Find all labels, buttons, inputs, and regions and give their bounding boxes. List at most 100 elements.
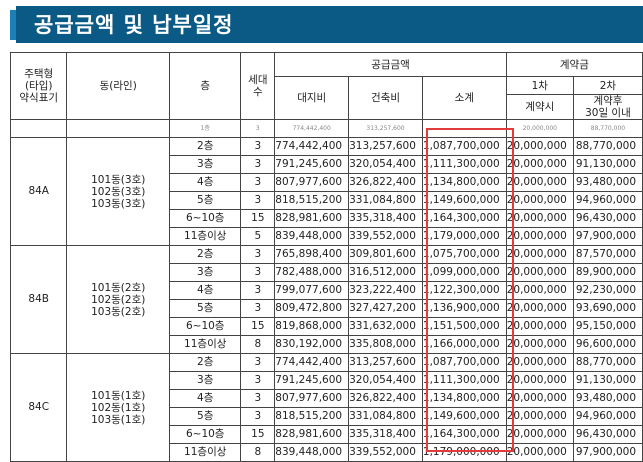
first-payment-cell: 20,000,000	[505, 425, 574, 444]
building-price-cell: 313,257,600	[348, 137, 423, 156]
title-bar: 공급금액 및 납부일정	[0, 0, 643, 43]
land-price-cell: 809,472,800	[274, 299, 350, 318]
first-payment-cell: 20,000,000	[505, 353, 574, 372]
second-payment-cell: 96,600,000	[572, 335, 643, 354]
cut-off-row: 1층 3 774,442,400 313,257,600 20,000,000 …	[9, 119, 643, 138]
header-building: 건축비	[348, 76, 423, 120]
dong-line: 103동(3호)	[91, 197, 146, 210]
subtotal-cell: 1,075,700,000	[421, 245, 507, 264]
title-background	[16, 6, 643, 43]
first-payment-cell: 20,000,000	[505, 299, 574, 318]
subtotal-cell: 1,111,300,000	[421, 371, 507, 390]
dong-line: 103동(2호)	[91, 305, 146, 318]
units-cell: 8	[240, 335, 276, 354]
subtotal-cell: 1,134,800,000	[421, 173, 507, 192]
header-first: 1차	[505, 76, 574, 95]
second-payment-cell: 97,900,000	[572, 443, 643, 462]
building-price-cell: 335,808,000	[348, 335, 423, 354]
building-price-cell: 335,318,400	[348, 209, 423, 228]
first-payment-cell: 20,000,000	[505, 191, 574, 210]
building-price-cell: 323,222,400	[348, 281, 423, 300]
floor-cell: 4층	[169, 389, 242, 408]
building-price-cell: 326,822,400	[348, 173, 423, 192]
building-price-cell: 320,054,400	[348, 155, 423, 174]
units-cell: 3	[240, 281, 276, 300]
cut-first: 20,000,000	[505, 119, 574, 138]
building-price-cell: 339,552,000	[348, 227, 423, 246]
second-payment-cell: 91,130,000	[572, 155, 643, 174]
cut-building: 313,257,600	[348, 119, 423, 138]
subtotal-cell: 1,164,300,000	[421, 209, 507, 228]
second-payment-cell: 95,150,000	[572, 317, 643, 336]
land-price-cell: 818,515,200	[274, 407, 350, 426]
second-payment-cell: 92,230,000	[572, 281, 643, 300]
header-first-sub: 계약시	[505, 94, 574, 120]
floor-cell: 5층	[169, 299, 242, 318]
first-payment-cell: 20,000,000	[505, 263, 574, 282]
second-payment-cell: 93,480,000	[572, 173, 643, 192]
floor-cell: 2층	[169, 137, 242, 156]
floor-cell: 4층	[169, 173, 242, 192]
building-price-cell: 327,427,200	[348, 299, 423, 318]
land-price-cell: 765,898,400	[274, 245, 350, 264]
table-row: 11층이상 8 839,448,000 339,552,000 1,179,000,00…	[11, 443, 643, 462]
second-payment-cell: 96,430,000	[572, 209, 643, 228]
land-price-cell: 839,448,000	[274, 227, 350, 246]
dong-cell: 101동(2호) 102동(2호) 103동(2호)	[66, 245, 171, 354]
floor-cell: 11층이상	[169, 227, 242, 246]
floor-cell: 3층	[169, 371, 242, 390]
header-subtotal: 소계	[421, 76, 507, 120]
building-price-cell: 331,632,000	[348, 317, 423, 336]
floor-cell: 3층	[169, 263, 242, 282]
subtotal-cell: 1,149,600,000	[421, 407, 507, 426]
dong-line: 102동(2호)	[91, 293, 146, 306]
dong-line: 102동(1호)	[91, 401, 146, 414]
units-cell: 3	[240, 299, 276, 318]
first-payment-cell: 20,000,000	[505, 155, 574, 174]
second-payment-cell: 97,900,000	[572, 227, 643, 246]
table-row: 6~10층 15 828,981,600 335,318,400 1,164,300,0…	[11, 425, 643, 444]
first-payment-cell: 20,000,000	[505, 137, 574, 156]
floor-cell: 3층	[169, 155, 242, 174]
units-cell: 3	[240, 191, 276, 210]
land-price-cell: 807,977,600	[274, 173, 350, 192]
land-price-cell: 774,442,400	[274, 137, 350, 156]
land-price-cell: 774,442,400	[274, 353, 350, 372]
dong-line: 101동(3호)	[91, 173, 146, 186]
second-payment-cell: 94,960,000	[572, 407, 643, 426]
land-price-cell: 828,981,600	[274, 209, 350, 228]
floor-cell: 2층	[169, 353, 242, 372]
land-price-cell: 791,245,600	[274, 155, 350, 174]
building-price-cell: 309,801,600	[348, 245, 423, 264]
second-payment-cell: 88,770,000	[572, 137, 643, 156]
first-payment-cell: 20,000,000	[505, 173, 574, 192]
dong-line: 103동(1호)	[91, 413, 146, 426]
building-price-cell: 335,318,400	[348, 425, 423, 444]
first-payment-cell: 20,000,000	[505, 227, 574, 246]
second-payment-cell: 94,960,000	[572, 191, 643, 210]
second-payment-cell: 88,770,000	[572, 353, 643, 372]
first-payment-cell: 20,000,000	[505, 209, 574, 228]
building-price-cell: 339,552,000	[348, 443, 423, 462]
table-row: 84A 101동(3호) 102동(3호) 103동(3호) 2층 3 774,442,40…	[9, 137, 643, 246]
dong-cell: 101동(1호) 102동(1호) 103동(1호)	[66, 353, 171, 462]
type-cell: 84A	[9, 137, 68, 246]
type-cell: 84B	[9, 245, 68, 354]
floor-cell: 5층	[169, 407, 242, 426]
land-price-cell: 807,977,600	[274, 389, 350, 408]
units-cell: 3	[240, 407, 276, 426]
subtotal-cell: 1,179,000,000	[421, 443, 507, 462]
first-payment-cell: 20,000,000	[505, 245, 574, 264]
table-row: 84C 101동(1호) 102동(1호) 103동(1호) 2층 3 774,442,40…	[9, 353, 643, 462]
subtotal-cell: 1,087,700,000	[421, 137, 507, 156]
units-cell: 3	[240, 137, 276, 156]
table-row: 4층 3 807,977,600 326,822,400 1,134,800,000 20…	[11, 389, 643, 408]
second-payment-cell: 96,430,000	[572, 425, 643, 444]
table-row: 6~10층 15 819,868,000 331,632,000 1,151,500,0…	[11, 317, 643, 336]
first-payment-cell: 20,000,000	[505, 443, 574, 462]
floor-cell: 2층	[169, 245, 242, 264]
header-dong: 동(라인)	[66, 52, 171, 120]
first-payment-cell: 20,000,000	[505, 371, 574, 390]
land-price-cell: 819,868,000	[274, 317, 350, 336]
building-price-cell: 313,257,600	[348, 353, 423, 372]
